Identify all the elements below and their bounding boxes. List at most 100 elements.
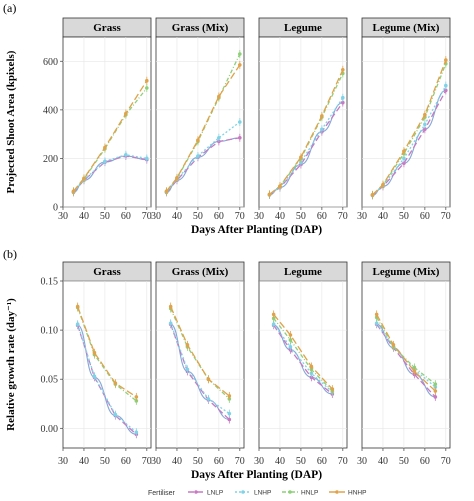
legend-label: HNHP [348, 490, 366, 497]
y-tick-label: 0.00 [41, 424, 59, 435]
data-point-hnhp [206, 377, 211, 382]
x-tick-label: 60 [317, 211, 327, 222]
x-tick-label: 30 [151, 456, 161, 467]
data-point-lnlp [341, 100, 345, 105]
y-axis-title: Relative growth rate (day⁻¹) [5, 298, 17, 431]
x-tick-label: 40 [172, 211, 182, 222]
data-point-lnhp [134, 430, 139, 435]
legend-marker [194, 490, 198, 494]
legend-item-hnlp: HNLP [282, 490, 318, 497]
x-tick-label: 50 [296, 456, 306, 467]
data-point-lnhp [206, 397, 211, 401]
legend-marker [335, 490, 339, 494]
data-point-hnhp [374, 312, 379, 317]
y-tick-label: 200 [43, 154, 58, 165]
data-point-lnhp [124, 152, 128, 157]
data-point-hnhp [391, 343, 396, 347]
plot-area [361, 36, 451, 208]
facet-title: Legume [284, 266, 322, 278]
data-point-hnhp [227, 394, 232, 398]
series-line-hnlp [273, 317, 333, 392]
x-tick-label: 70 [142, 456, 152, 467]
data-point-lnhp [75, 322, 80, 327]
x-tick-label: 60 [420, 211, 430, 222]
x-tick-label: 30 [58, 211, 68, 222]
x-tick-label: 70 [235, 211, 245, 222]
legend-label: LNHP [254, 490, 271, 497]
x-tick-label: 50 [399, 456, 409, 467]
series-line-lnlp [269, 102, 344, 196]
x-tick-label: 50 [296, 211, 306, 222]
x-axis-title: Days After Planting (DAP) [191, 469, 322, 481]
data-point-hnhp [113, 381, 118, 385]
x-tick-label: 70 [441, 211, 451, 222]
facet-grass: Grass 30 40 50 60 70 [58, 261, 152, 467]
data-point-hnhp [330, 387, 335, 391]
data-point-hnhp [288, 333, 293, 337]
facet-title: Legume (Mix) [373, 22, 440, 34]
data-point-lnhp [145, 156, 149, 161]
legend-label: HNLP [301, 490, 318, 497]
facet-grass-mix: Grass (Mix) 30 40 50 60 70 [151, 17, 245, 222]
data-point-hnhp [103, 145, 107, 150]
data-point-lnhp [103, 159, 107, 164]
data-point-hnhp [71, 189, 76, 194]
x-tick-label: 40 [79, 211, 89, 222]
data-point-lnlp [402, 161, 406, 166]
data-point-hnhp [423, 112, 427, 117]
x-tick-label: 30 [151, 211, 161, 222]
series-line-hnlp [77, 307, 137, 402]
series-line-hnhp [77, 306, 137, 398]
facet-title: Grass (Mix) [172, 266, 229, 278]
data-point-lnhp [217, 135, 221, 140]
x-tick-label: 40 [275, 211, 285, 222]
x-tick-label: 70 [142, 211, 152, 222]
facet-title: Grass (Mix) [172, 22, 229, 34]
data-point-hnhp [75, 304, 80, 309]
data-point-lnhp [288, 345, 293, 349]
data-point-lnhp [168, 321, 173, 326]
data-point-hnhp [238, 63, 242, 67]
data-point-hnhp [124, 111, 128, 116]
data-point-lnlp [444, 88, 448, 93]
x-tick-label: 60 [214, 211, 224, 222]
x-tick-label: 60 [317, 456, 327, 467]
data-point-lnhp [271, 322, 276, 327]
legend-label: LNLP [207, 490, 223, 497]
data-point-lnhp [320, 127, 324, 132]
plot-area [258, 36, 348, 208]
data-point-lnhp [444, 83, 448, 88]
data-point-lnlp [423, 127, 427, 132]
data-point-hnhp [82, 176, 86, 181]
panel-b-facets: Relative growth rate (day⁻¹) 0.00 0.05 0.10… [5, 261, 451, 481]
data-point-hnhp [168, 304, 173, 309]
y-tick-label: 0.05 [41, 375, 59, 386]
legend-item-lnhp: LNHP [235, 490, 271, 497]
x-tick-label: 30 [58, 456, 68, 467]
data-point-hnhp [267, 192, 272, 197]
data-point-lnhp [238, 120, 242, 124]
facet-title: Grass [93, 266, 121, 278]
data-point-hnhp [92, 350, 97, 355]
data-point-hnhp [278, 184, 282, 188]
x-tick-label: 30 [357, 456, 367, 467]
panel-a-facets: Projected Shoot Area (kpixels) 0 200 400 600… [5, 17, 451, 236]
series-line-hnhp [170, 306, 230, 397]
series-line-lnhp [170, 323, 230, 415]
legend-title: Fertiliser [148, 490, 176, 497]
facet-legume: Legume 30 40 50 60 70 [254, 261, 348, 467]
x-tick-label: 70 [235, 456, 245, 467]
facet-title: Legume (Mix) [373, 266, 440, 278]
x-tick-label: 50 [193, 456, 203, 467]
series-line-hnlp [170, 308, 230, 400]
data-point-lnlp [433, 395, 438, 399]
data-point-lnhp [185, 367, 190, 372]
x-tick-label: 50 [100, 211, 110, 222]
data-point-hnlp [433, 382, 438, 386]
data-point-lnhp [374, 321, 379, 326]
x-tick-label: 60 [420, 456, 430, 467]
y-tick-label: 600 [43, 57, 58, 68]
data-point-hnhp [370, 193, 375, 197]
data-point-hnhp [185, 343, 190, 347]
data-point-hnhp [271, 312, 276, 317]
